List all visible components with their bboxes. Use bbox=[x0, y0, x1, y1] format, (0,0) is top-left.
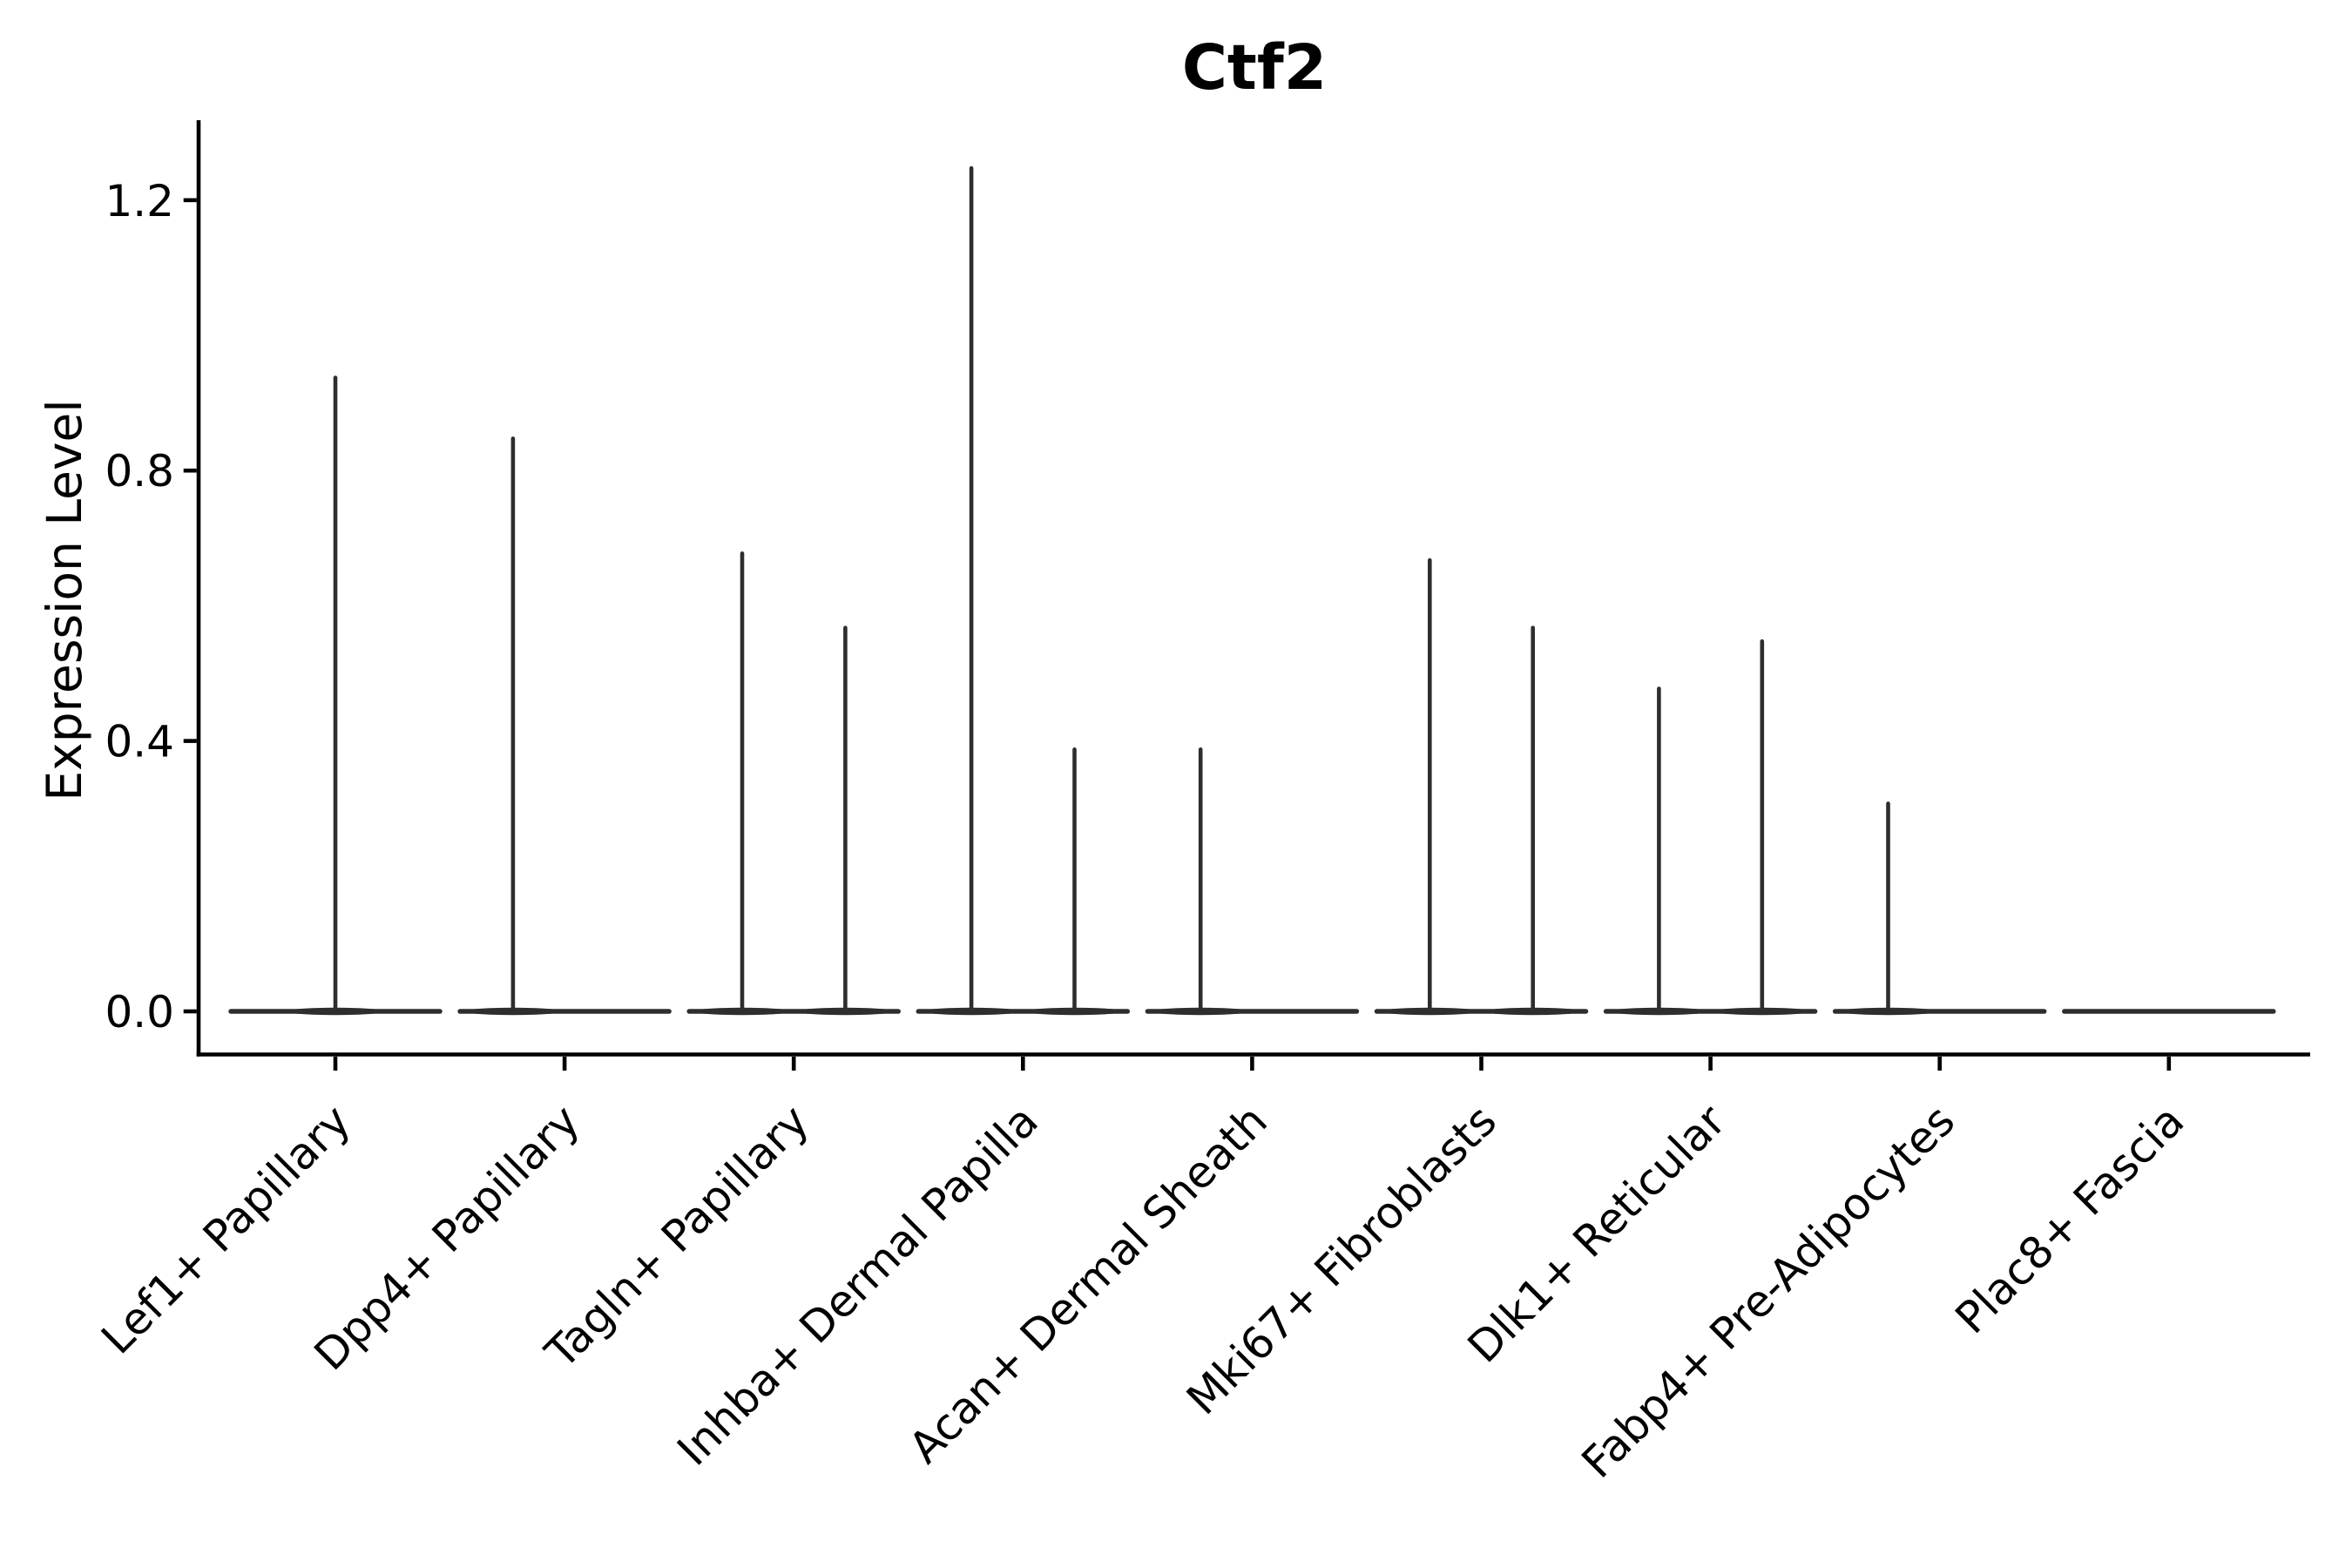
violin-zero-bulge bbox=[693, 1007, 792, 1016]
violin-zero-bulge bbox=[1713, 1007, 1811, 1016]
violin-zero-bulge bbox=[923, 1007, 1021, 1016]
violin-zero-bulge bbox=[1484, 1007, 1582, 1016]
x-tick-label: Plac8+ Fascia bbox=[1946, 1095, 2194, 1343]
violin-zero-bulge bbox=[1025, 1007, 1124, 1016]
chart-title: Ctf2 bbox=[1181, 31, 1328, 104]
violin-zero-bulge bbox=[1839, 1007, 1937, 1016]
y-tick-label: 0.4 bbox=[105, 717, 174, 767]
violin-zero-bulge bbox=[796, 1007, 895, 1016]
y-tick-label: 0.0 bbox=[105, 987, 174, 1037]
violin-zero-bulge bbox=[1152, 1007, 1250, 1016]
y-tick-label: 1.2 bbox=[105, 176, 174, 226]
x-tick-label: Fabp4+ Pre-Adipocytes bbox=[1572, 1095, 1965, 1488]
y-tick-label: 0.8 bbox=[105, 446, 174, 497]
violin-zero-bulge bbox=[1610, 1007, 1708, 1016]
violin-zero-bulge bbox=[287, 1007, 384, 1016]
violin-zero-bulge bbox=[1381, 1007, 1479, 1016]
violin-zero-bulge bbox=[463, 1007, 562, 1016]
x-tick-label: Lef1+ Papillary bbox=[91, 1095, 360, 1363]
